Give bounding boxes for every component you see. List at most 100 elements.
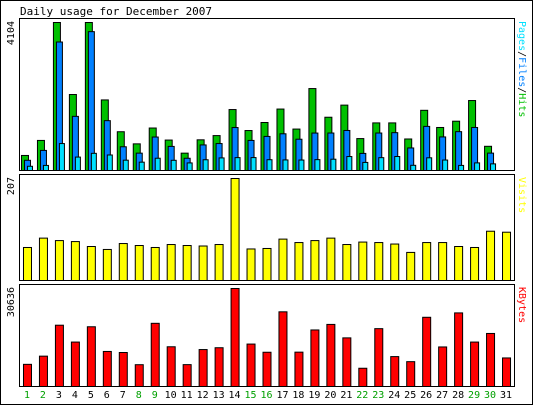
panel-hits-files-pages: 4104 Pages/Files/Hits bbox=[6, 18, 527, 172]
x-tick-label: 17 bbox=[276, 390, 288, 401]
bar-pages-day-8 bbox=[138, 161, 145, 171]
x-tick-label: 18 bbox=[292, 390, 304, 401]
bar-visits-day-27 bbox=[438, 242, 448, 281]
x-tick-label: 3 bbox=[56, 390, 62, 401]
bar-pages-day-6 bbox=[106, 154, 113, 172]
bar-pages-day-1 bbox=[26, 165, 33, 171]
x-tick-label: 23 bbox=[372, 390, 384, 401]
legend: Visits bbox=[516, 177, 527, 213]
x-tick-label: 1 bbox=[24, 390, 30, 401]
x-tick-label: 31 bbox=[500, 390, 512, 401]
bar-kbytes-day-5 bbox=[86, 326, 96, 387]
panel-visits: 207 Visits bbox=[6, 174, 527, 282]
bar-pages-day-3 bbox=[58, 143, 65, 171]
bar-pages-day-22 bbox=[362, 161, 369, 171]
bar-visits-day-7 bbox=[118, 243, 128, 281]
x-tick-label: 7 bbox=[120, 390, 126, 401]
bar-visits-day-12 bbox=[198, 245, 208, 281]
bar-kbytes-day-30 bbox=[486, 332, 496, 387]
bar-visits-day-31 bbox=[502, 231, 512, 281]
bar-kbytes-day-31 bbox=[502, 357, 512, 387]
bar-visits-day-14 bbox=[230, 178, 240, 281]
x-tick-label: 29 bbox=[468, 390, 480, 401]
x-tick-label: 26 bbox=[420, 390, 432, 401]
x-tick-label: 15 bbox=[245, 390, 257, 401]
legend-entry: KBytes bbox=[516, 287, 527, 323]
bar-visits-day-11 bbox=[182, 245, 192, 282]
legend-entry: / bbox=[516, 87, 527, 93]
bar-pages-day-10 bbox=[170, 159, 177, 171]
bar-visits-day-21 bbox=[342, 244, 352, 282]
bar-visits-day-19 bbox=[310, 240, 320, 282]
legend-entry: Hits bbox=[516, 93, 527, 117]
bar-pages-day-21 bbox=[346, 156, 353, 171]
x-tick-label: 19 bbox=[308, 390, 320, 401]
bar-kbytes-day-3 bbox=[54, 324, 64, 387]
bar-visits-day-30 bbox=[486, 230, 496, 282]
bar-visits-day-15 bbox=[246, 248, 256, 282]
legend-entry: / bbox=[516, 51, 527, 57]
x-tick-label: 25 bbox=[404, 390, 416, 401]
bar-kbytes-day-11 bbox=[182, 364, 192, 387]
bar-kbytes-day-10 bbox=[166, 346, 176, 388]
bar-pages-day-15 bbox=[250, 157, 257, 172]
bar-kbytes-day-12 bbox=[198, 349, 208, 387]
bar-visits-day-23 bbox=[374, 242, 384, 281]
x-tick-label: 13 bbox=[213, 390, 225, 401]
x-tick-label: 8 bbox=[136, 390, 142, 401]
bar-kbytes-day-1 bbox=[22, 363, 32, 387]
bar-kbytes-day-22 bbox=[358, 367, 368, 387]
y-max-label: 207 bbox=[6, 177, 17, 195]
bar-kbytes-day-16 bbox=[262, 351, 272, 388]
bar-pages-day-11 bbox=[186, 162, 193, 171]
bar-kbytes-day-9 bbox=[150, 322, 160, 387]
x-tick-label: 6 bbox=[104, 390, 110, 401]
x-tick-label: 5 bbox=[88, 390, 94, 401]
bar-visits-day-3 bbox=[54, 240, 64, 282]
bar-files-day-28 bbox=[455, 131, 463, 171]
bar-pages-day-14 bbox=[234, 157, 241, 172]
x-tick-label: 16 bbox=[260, 390, 272, 401]
bar-pages-day-27 bbox=[442, 159, 449, 172]
legend: KBytes bbox=[516, 287, 527, 323]
bar-pages-day-4 bbox=[74, 156, 81, 171]
bar-visits-day-25 bbox=[406, 251, 416, 281]
bar-kbytes-day-19 bbox=[310, 329, 320, 388]
x-tick-label: 22 bbox=[356, 390, 368, 401]
bar-visits-day-6 bbox=[102, 248, 112, 282]
bar-pages-day-12 bbox=[202, 159, 209, 172]
x-tick-label: 10 bbox=[165, 390, 177, 401]
bar-pages-day-13 bbox=[218, 157, 225, 171]
x-tick-label: 24 bbox=[388, 390, 400, 401]
bar-pages-day-18 bbox=[298, 159, 305, 172]
bar-pages-day-19 bbox=[314, 159, 321, 171]
bar-visits-day-9 bbox=[150, 246, 160, 281]
bar-visits-day-29 bbox=[470, 246, 480, 281]
x-tick-label: 14 bbox=[229, 390, 241, 401]
bar-pages-day-30 bbox=[490, 163, 497, 171]
bar-kbytes-day-26 bbox=[422, 316, 432, 388]
bar-kbytes-day-8 bbox=[134, 364, 144, 387]
bar-kbytes-day-7 bbox=[118, 352, 128, 387]
x-tick-label: 2 bbox=[40, 390, 46, 401]
bar-kbytes-day-23 bbox=[374, 328, 384, 387]
bar-visits-day-24 bbox=[390, 243, 400, 281]
bar-kbytes-day-2 bbox=[38, 355, 48, 387]
bar-visits-day-26 bbox=[422, 242, 432, 281]
bar-kbytes-day-6 bbox=[102, 350, 112, 388]
bar-pages-day-5 bbox=[90, 152, 97, 171]
bar-pages-day-16 bbox=[266, 159, 273, 171]
legend-entry: Pages bbox=[516, 21, 527, 51]
bar-visits-day-17 bbox=[278, 238, 288, 281]
x-tick-label: 27 bbox=[436, 390, 448, 401]
bar-kbytes-day-15 bbox=[246, 343, 256, 387]
bar-pages-day-20 bbox=[330, 158, 337, 172]
bar-kbytes-day-17 bbox=[278, 311, 288, 387]
bar-pages-day-9 bbox=[154, 157, 161, 171]
bar-visits-day-10 bbox=[166, 244, 176, 282]
x-tick-label: 12 bbox=[197, 390, 209, 401]
bar-visits-day-5 bbox=[86, 246, 96, 281]
x-axis-labels: 1 2 3 4 5 6 7 8 9 10 11 12 13 14 15 16 17 18 19 20 21 22 23 24 2… bbox=[24, 390, 512, 401]
